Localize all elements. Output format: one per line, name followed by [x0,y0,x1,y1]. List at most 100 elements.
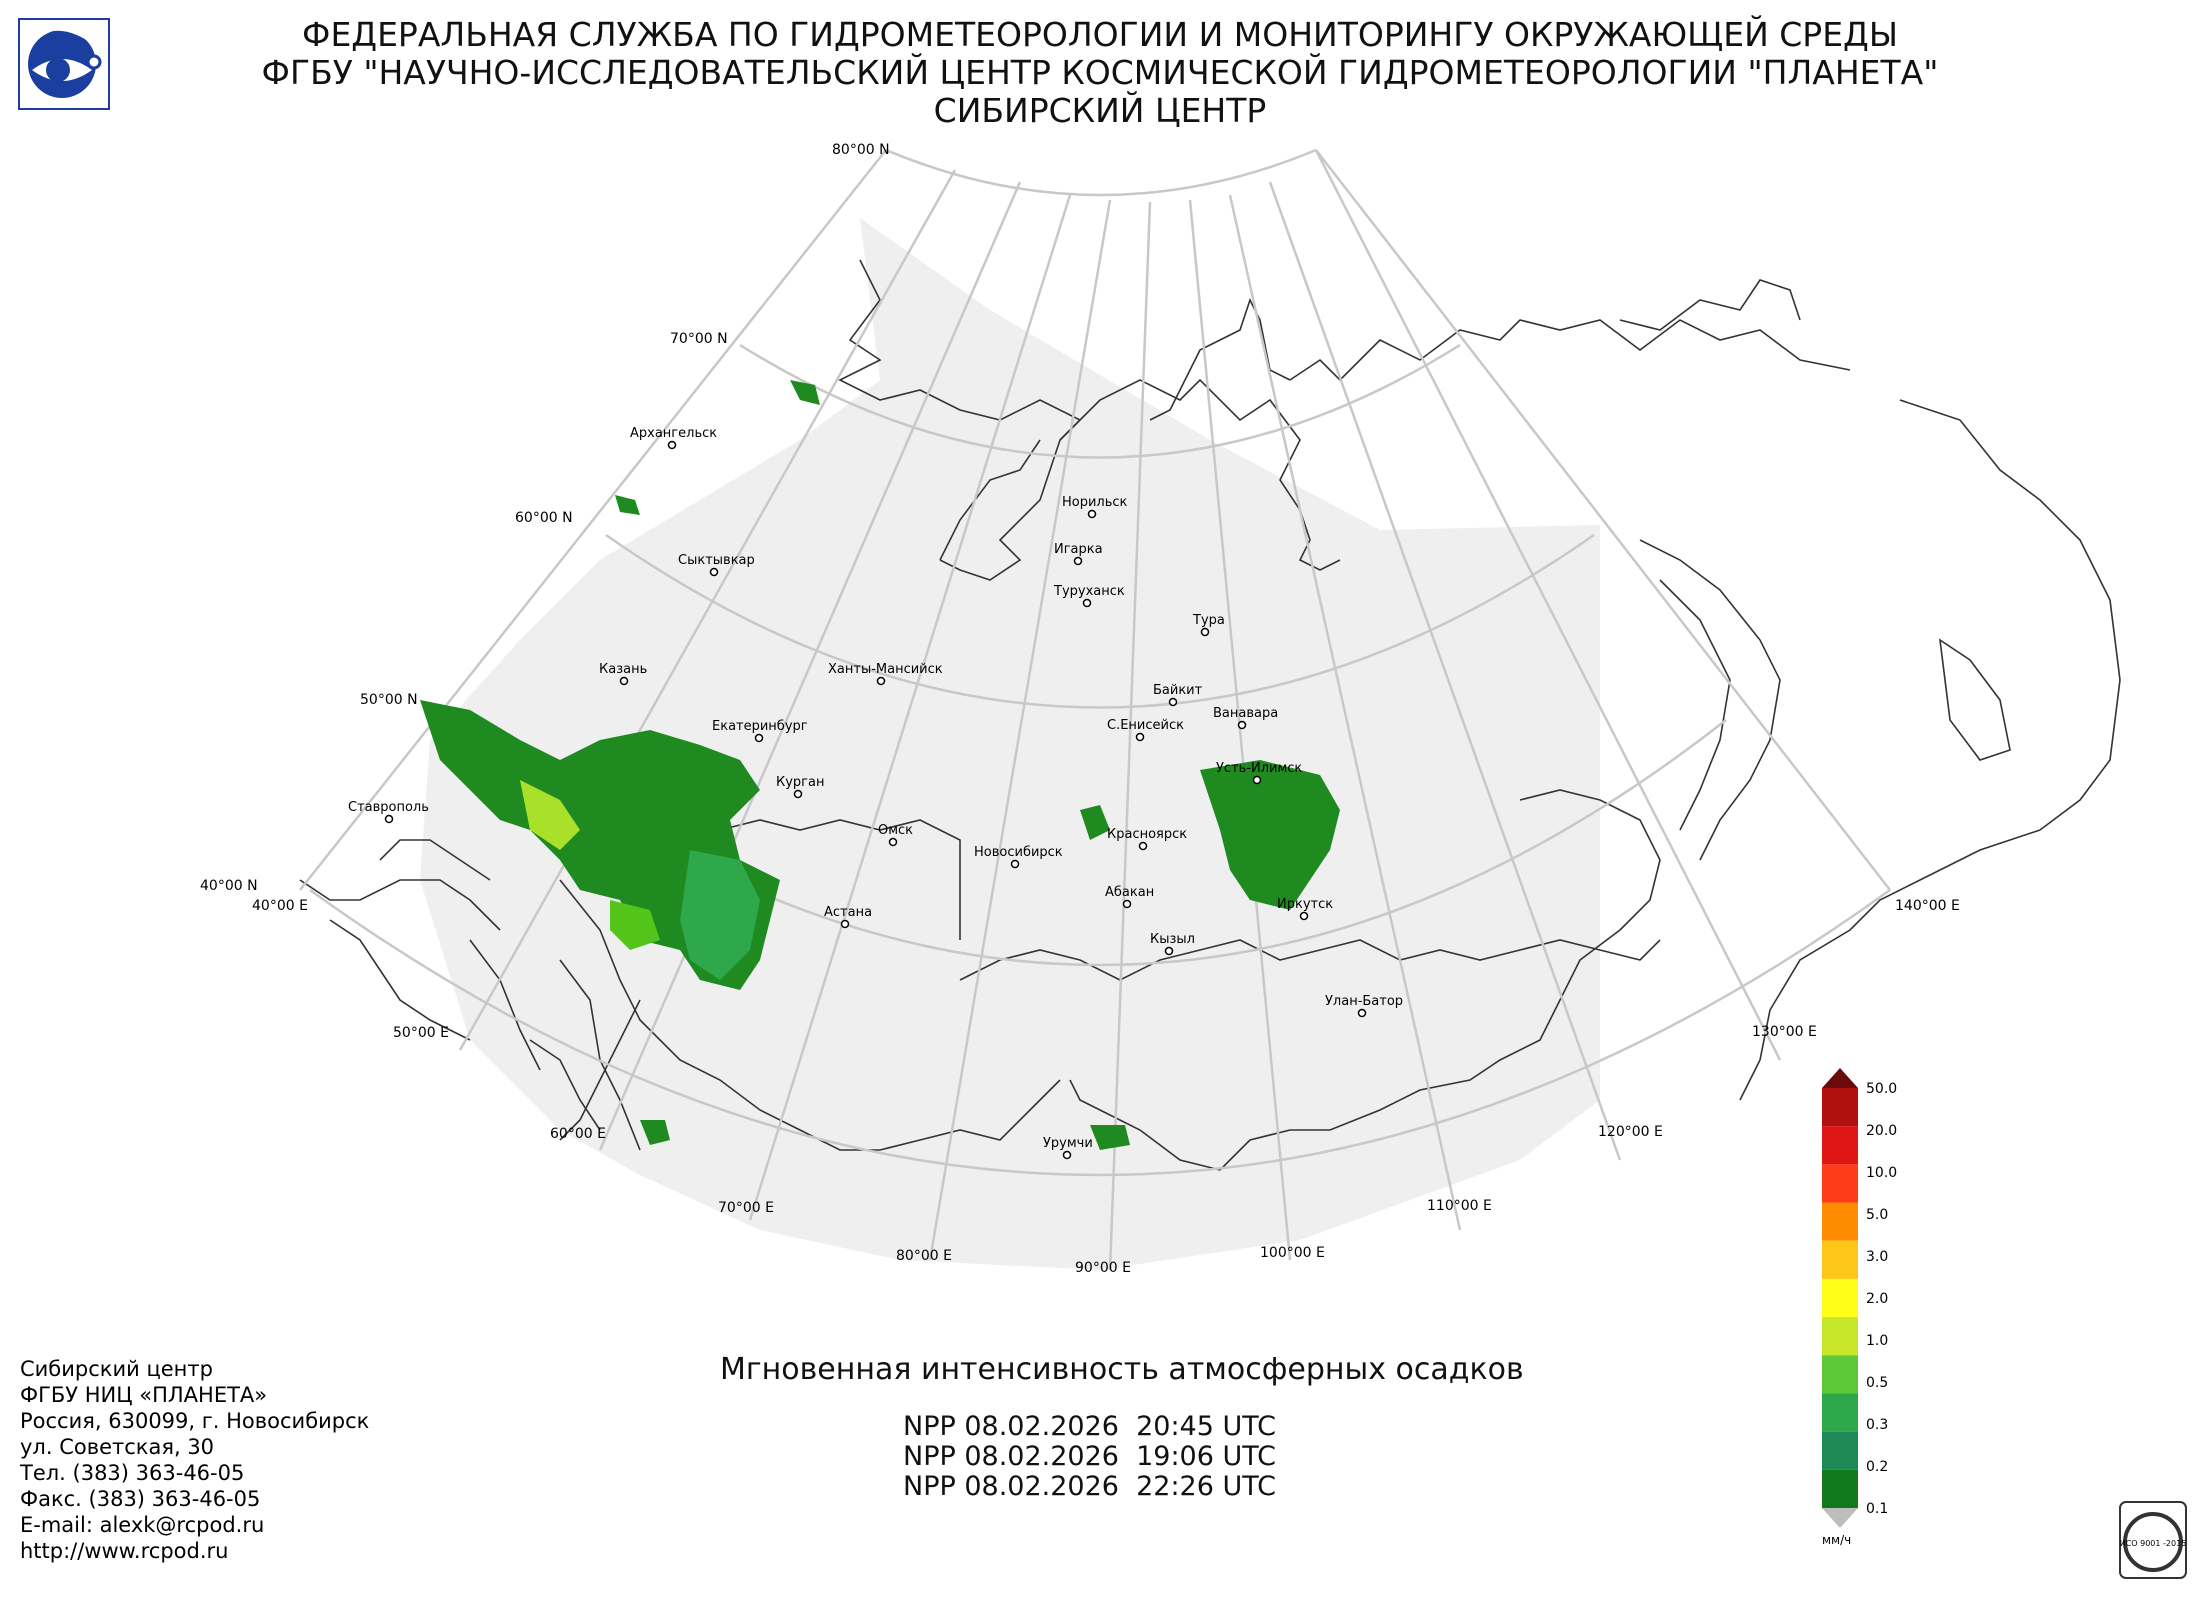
lon-label-70: 70°00 E [718,1200,774,1216]
lon-label-130: 130°00 E [1752,1024,1817,1040]
city-dot [1087,509,1097,519]
city-dot [1200,627,1210,637]
contact-line: ул. Советская, 30 [20,1435,215,1459]
city-label: Кызыл [1150,932,1195,947]
colorbar-tick-label: 0.3 [1866,1417,1888,1433]
precip-patch-kaz-west [640,1120,670,1145]
colorbar-segment [1822,1088,1858,1127]
city-dot [840,919,850,929]
precipitation-patches [420,380,1340,1150]
lon-label-120: 120°00 E [1598,1124,1663,1140]
precip-patch-urumqi [1090,1125,1130,1150]
contact-line: Сибирский центр [20,1357,213,1381]
city-dot [384,814,394,824]
city-label: Ханты-Мансийск [828,662,943,677]
longitude-labels: 40°00 E 50°00 E 60°00 E 70°00 E 80°00 E … [252,898,1960,1276]
city-dot [619,676,629,686]
city-dot [754,733,764,743]
lon-label-100: 100°00 E [1260,1245,1325,1261]
contact-line: Россия, 630099, г. Новосибирск [20,1409,370,1433]
page-header: ФЕДЕРАЛЬНАЯ СЛУЖБА ПО ГИДРОМЕТЕОРОЛОГИИ … [150,16,2050,130]
colorbar-under-arrow [1822,1508,1858,1528]
city-label: Абакан [1105,885,1154,900]
precip-patch-caucasus [610,900,660,950]
colorbar-segment [1822,1317,1858,1356]
contact-email[interactable]: E-mail: alexk@rcpod.ru [20,1513,265,1537]
precip-patch-volga-south [680,850,760,980]
iso-text: ИСО 9001 -2015 [2120,1539,2187,1548]
city-dot [1237,720,1247,730]
colorbar-segment [1822,1202,1858,1241]
colorbar-tick-label: 10.0 [1866,1165,1897,1181]
lat-label-50: 50°00 N [360,692,418,708]
colorbar-segment [1822,1431,1858,1470]
city-dot [709,567,719,577]
colorbar-tick-labels: 50.0 20.0 10.0 5.0 3.0 2.0 1.0 0.5 0.3 0.2 0.1 [1866,1081,1897,1517]
city-label: Улан-Батор [1325,994,1403,1009]
city-dot [793,789,803,799]
header-line-3: СИБИРСКИЙ ЦЕНТР [933,91,1267,130]
planeta-logo [18,18,110,110]
contact-line: Тел. (383) 363-46-05 [20,1461,245,1485]
city-label: Ставрополь [348,800,429,815]
city-dot [1138,841,1148,851]
lon-label-80: 80°00 E [896,1248,952,1264]
colorbar-segment [1822,1164,1858,1203]
city-dot [1062,1150,1072,1160]
city-label: Новосибирск [974,845,1063,860]
precip-patch-volga-light [520,780,580,850]
lat-label-70: 70°00 N [670,331,728,347]
precip-patch-north [615,495,640,515]
colorbar-tick-label: 0.2 [1866,1459,1888,1475]
city-label: Ванавара [1213,706,1278,721]
colorbar-tick-label: 20.0 [1866,1123,1897,1139]
city-label: Архангельск [630,426,717,441]
lon-label-110: 110°00 E [1427,1198,1492,1214]
precip-patch-irkutsk [1200,760,1340,910]
colorbar-tick-label: 3.0 [1866,1249,1888,1265]
city-dot [1164,946,1174,956]
precip-patch-arctic [790,380,820,405]
city-markers [384,440,1367,1160]
city-label: Казань [599,662,647,677]
contact-block: Сибирский центр ФГБУ НИЦ «ПЛАНЕТА» Росси… [20,1356,369,1564]
colorbar-tick-label: 0.5 [1866,1375,1888,1391]
city-label: Игарка [1054,542,1103,557]
city-dot [888,837,898,847]
coverage-area [420,218,1600,1270]
header-line-1: ФЕДЕРАЛЬНАЯ СЛУЖБА ПО ГИДРОМЕТЕОРОЛОГИИ … [302,15,1898,54]
colorbar-segment [1822,1393,1858,1432]
colorbar-segment [1822,1469,1858,1508]
city-label: Норильск [1062,495,1128,510]
city-label: Туруханск [1053,584,1125,599]
city-label: Астана [824,905,872,920]
city-label: Курган [776,775,824,790]
city-dot [667,440,677,450]
city-dot [1168,697,1178,707]
city-label: Екатеринбург [712,719,808,734]
colorbar-segment [1822,1278,1858,1318]
city-dot [876,676,886,686]
city-dot [1299,911,1309,921]
iso-certification-badge: ИСО 9001 -2015 [2119,1501,2187,1579]
city-dot [1252,775,1262,785]
pass-line-1: NPP 08.02.2026 20:45 UTC [903,1411,1277,1442]
latitude-labels: 80°00 N 70°00 N 60°00 N 50°00 N 40°00 N [200,142,890,894]
city-label: Красноярск [1107,827,1187,842]
precip-patch-krasnoyarsk [1080,805,1110,840]
colorbar-segment [1822,1126,1858,1165]
contact-website[interactable]: http://www.rcpod.ru [20,1539,229,1563]
product-title: Мгновенная интенсивность атмосферных оса… [720,1352,1524,1387]
coastlines [299,259,2121,1171]
pass-line-3: NPP 08.02.2026 22:26 UTC [903,1471,1277,1502]
city-labels: Архангельск Сыктывкар Казань Екатеринбур… [348,426,1403,1151]
lon-label-50: 50°00 E [393,1025,449,1041]
colorbar-segment [1822,1240,1858,1279]
colorbar-segment [1822,1355,1858,1394]
colorbar-tick-label: 0.1 [1866,1501,1888,1517]
satellite-passes: NPP 08.02.2026 20:45 UTC NPP 08.02.2026 … [903,1412,1276,1502]
colorbar-tick-label: 2.0 [1866,1291,1888,1307]
colorbar-tick-label: 50.0 [1866,1081,1897,1097]
colorbar-segments [1822,1088,1858,1508]
